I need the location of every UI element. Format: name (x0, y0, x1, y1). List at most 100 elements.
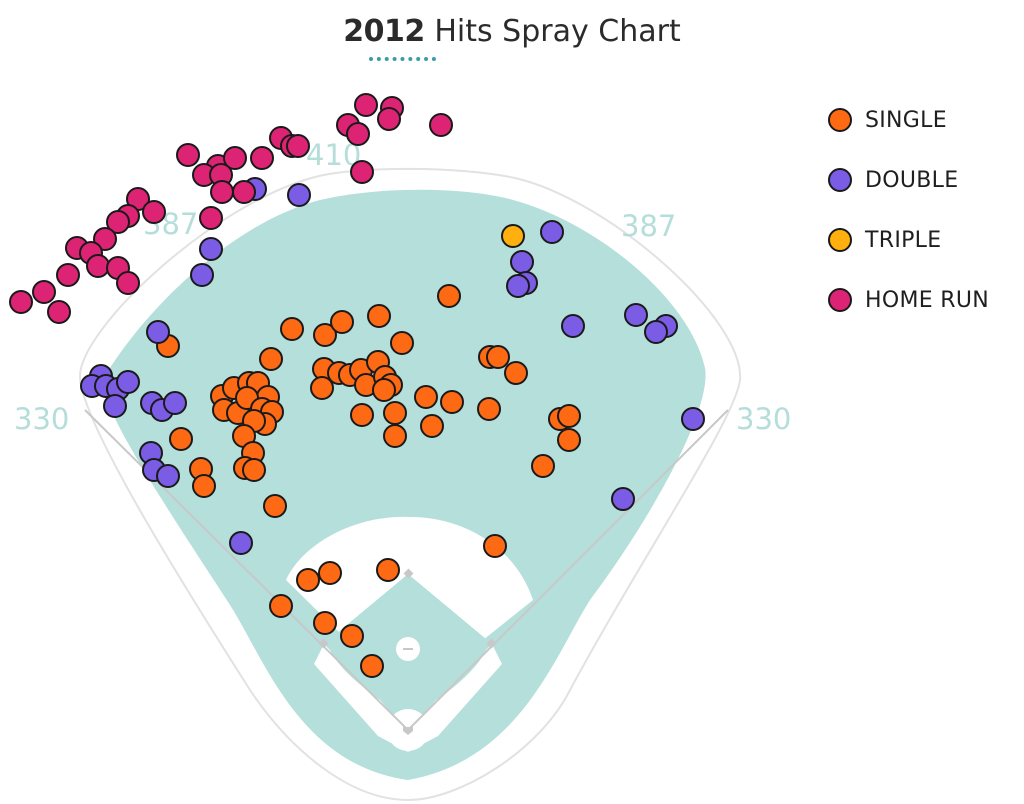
home-plate (403, 727, 413, 735)
legend: SINGLE DOUBLE TRIPLE HOME RUN (828, 90, 989, 330)
hit-point-home-run (142, 200, 166, 224)
hit-point-single (169, 427, 193, 451)
hit-point-single (360, 654, 384, 678)
third-base (318, 638, 329, 649)
legend-swatch-single (828, 108, 852, 132)
legend-item-double: DOUBLE (828, 150, 989, 210)
hit-point-home-run (354, 93, 378, 117)
hit-point-home-run (250, 146, 274, 170)
legend-swatch-triple (828, 228, 852, 252)
hit-point-single (330, 310, 354, 334)
hit-point-single (269, 594, 293, 618)
hit-point-double (156, 464, 180, 488)
hit-point-double (624, 303, 648, 327)
distance-label-left-line: 330 (14, 402, 69, 436)
hit-point-double (146, 320, 170, 344)
hit-point-single (372, 378, 396, 402)
hit-point-double (540, 220, 564, 244)
hit-point-single (313, 323, 337, 347)
chart-title-year: 2012 (343, 14, 425, 49)
hit-point-home-run (106, 210, 130, 234)
hit-point-home-run (47, 300, 71, 324)
hit-point-home-run (32, 280, 56, 304)
hit-point-double (190, 263, 214, 287)
hit-point-single (383, 401, 407, 425)
title-underline (369, 57, 436, 61)
hit-point-home-run (350, 160, 374, 184)
legend-swatch-double (828, 168, 852, 192)
hit-point-double (506, 274, 530, 298)
hit-point-single (313, 611, 337, 635)
hit-point-single (340, 624, 364, 648)
legend-label-single: SINGLE (865, 107, 947, 133)
pitchers-rubber (403, 648, 413, 650)
hit-point-double (163, 391, 187, 415)
hit-point-double (199, 237, 223, 261)
hit-point-home-run (429, 113, 453, 137)
outfield-grass (102, 189, 706, 780)
hit-point-single (477, 397, 501, 421)
hit-point-single (531, 454, 555, 478)
hit-point-single (437, 284, 461, 308)
hit-point-single (486, 345, 510, 369)
hit-point-double (287, 183, 311, 207)
hit-point-single (242, 458, 266, 482)
hit-point-single (367, 304, 391, 328)
hit-point-home-run (199, 206, 223, 230)
hit-point-single (376, 558, 400, 582)
hit-point-double (116, 370, 140, 394)
distance-label-right-center: 387 (621, 209, 676, 243)
hit-point-home-run (286, 134, 310, 158)
legend-swatch-home-run (828, 288, 852, 312)
hit-point-single (259, 347, 283, 371)
hit-point-single (192, 474, 216, 498)
legend-label-home-run: HOME RUN (865, 287, 989, 313)
left-foul-line (84, 409, 409, 731)
hit-point-home-run (176, 143, 200, 167)
first-base (486, 638, 497, 649)
hit-point-triple (501, 224, 525, 248)
hit-point-home-run (9, 290, 33, 314)
hit-point-home-run (232, 180, 256, 204)
distance-label-right-line: 330 (736, 402, 791, 436)
hit-point-single (383, 424, 407, 448)
hit-point-single (440, 390, 464, 414)
hit-point-home-run (116, 271, 140, 295)
hit-point-home-run (56, 263, 80, 287)
hit-point-double (103, 394, 127, 418)
hit-point-double (644, 320, 668, 344)
hit-point-single (557, 428, 581, 452)
hit-point-double (561, 314, 585, 338)
hit-point-single (504, 361, 528, 385)
hit-point-single (483, 534, 507, 558)
hit-point-home-run (86, 254, 110, 278)
second-base (403, 568, 414, 579)
legend-label-double: DOUBLE (865, 167, 959, 193)
hit-point-double (611, 487, 635, 511)
right-foul-line (407, 409, 729, 731)
legend-item-triple: TRIPLE (828, 210, 989, 270)
hit-point-double (229, 531, 253, 555)
hit-point-home-run (93, 227, 117, 251)
hit-point-double (510, 250, 534, 274)
hit-point-home-run (377, 107, 401, 131)
hit-point-single (390, 331, 414, 355)
hit-point-double (681, 407, 705, 431)
hit-point-single (280, 317, 304, 341)
hit-point-home-run (346, 122, 370, 146)
chart-title-text: Hits Spray Chart (434, 14, 681, 49)
hit-point-home-run (210, 180, 234, 204)
hit-point-single (414, 385, 438, 409)
hit-points (9, 93, 705, 678)
hit-point-single (420, 414, 444, 438)
legend-label-triple: TRIPLE (865, 227, 942, 253)
infield-dirt-edge (314, 644, 502, 752)
hit-point-single (263, 494, 287, 518)
hit-point-single (310, 376, 334, 400)
hit-point-single (318, 561, 342, 585)
hit-point-home-run (223, 146, 247, 170)
hit-point-single (350, 403, 374, 427)
chart-title: 2012 Hits Spray Chart (0, 14, 1024, 49)
legend-item-single: SINGLE (828, 90, 989, 150)
